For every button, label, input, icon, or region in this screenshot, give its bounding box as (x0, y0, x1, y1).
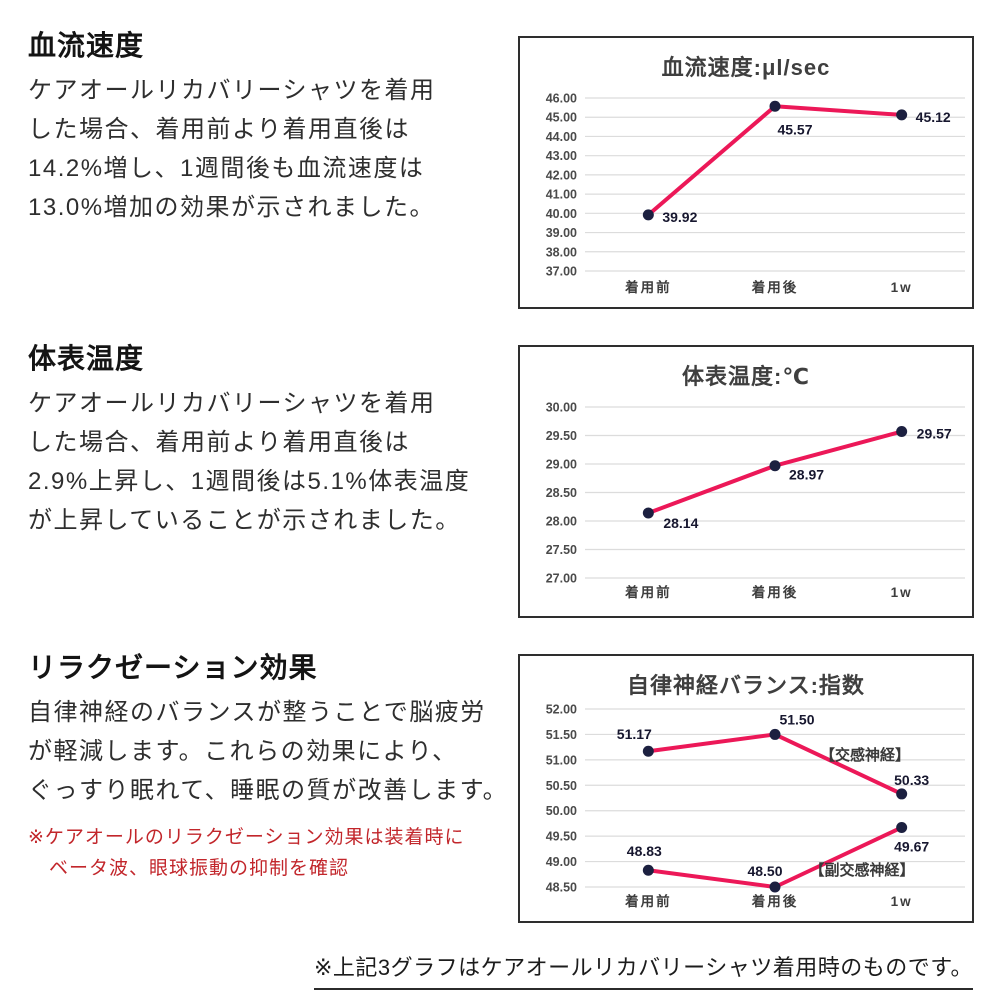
section-footnote-red: ※ケアオールのリラクゼーション効果は装着時に ベータ波、眼球振動の抑制を確認 (28, 827, 465, 879)
x-axis-category-label: 着用後 (751, 584, 799, 600)
y-axis-tick-label: 29.00 (546, 458, 577, 472)
y-axis-tick-label: 29.50 (546, 429, 577, 443)
data-point-marker (769, 100, 781, 112)
data-point-label: 28.97 (789, 467, 824, 483)
data-point-label: 48.50 (747, 863, 782, 879)
y-axis-tick-label: 48.50 (546, 881, 577, 895)
data-point-label: 39.92 (662, 209, 697, 225)
data-point-label: 45.12 (916, 109, 951, 125)
series-annotation: 【副交感神経】 (809, 861, 914, 879)
chart-blood-flow-velocity: 46.00 45.00 44.00 43.00 42.00 41.00 40.00 39.00… (518, 36, 974, 309)
data-point-marker (642, 507, 654, 519)
data-point-label: 45.57 (777, 121, 812, 137)
section-blood-flow: 血流速度 ケアオールリカバリーシャツを着用 した場合、着用前より着用直後は 14… (28, 26, 528, 227)
y-axis-tick-label: 38.00 (546, 245, 577, 259)
section-heading: 血流速度 (28, 30, 145, 61)
y-axis-tick-label: 52.00 (546, 703, 577, 717)
y-axis-tick-label: 39.00 (546, 226, 577, 240)
series-annotation: 【交感神経】 (820, 746, 910, 764)
section-body-temperature: 体表温度 ケアオールリカバリーシャツを着用 した場合、着用前より着用直後は 2.… (28, 339, 528, 540)
y-axis-tick-label: 28.00 (546, 515, 577, 529)
y-axis-tick-label: 30.00 (546, 401, 577, 415)
data-point-marker (896, 426, 908, 438)
section-body: ケアオールリカバリーシャツを着用 した場合、着用前より着用直後は 2.9%上昇し… (28, 390, 471, 534)
chart-plot: 46.00 45.00 44.00 43.00 42.00 41.00 40.00 39.00… (546, 92, 965, 295)
data-point-marker (642, 745, 654, 757)
y-axis-tick-label: 44.00 (546, 130, 577, 144)
footnote: ※上記3グラフはケアオールリカバリーシャツ着用時のものです。 (314, 950, 974, 990)
y-axis-tick-label: 37.00 (546, 265, 577, 279)
data-point-marker (642, 209, 654, 221)
section-body: ケアオールリカバリーシャツを着用 した場合、着用前より着用直後は 14.2%増し… (28, 77, 436, 221)
chart-body-temperature: 30.00 29.50 29.00 28.50 28.00 27.50 27.00 着用前 着用… (518, 345, 974, 618)
y-axis-tick-label: 45.00 (546, 111, 577, 125)
y-axis-tick-label: 41.00 (546, 188, 577, 202)
data-point-marker (769, 460, 781, 472)
series-line-血流速度 (646, 104, 904, 217)
x-axis-category-label: 着用後 (751, 893, 799, 909)
data-point-marker (896, 109, 908, 121)
y-axis-tick-label: 50.50 (546, 779, 577, 793)
chart-autonomic-balance: 52.00 51.50 51.00 50.50 50.00 49.50 49.00 48.50… (518, 654, 974, 923)
chart-title: 血流速度:μl/sec (661, 55, 831, 80)
y-axis-tick-label: 51.50 (546, 728, 577, 742)
y-axis-tick-label: 27.50 (546, 543, 577, 557)
data-point-label: 28.14 (663, 515, 698, 531)
section-heading: リラクゼーション効果 (28, 652, 318, 683)
data-point-marker (769, 728, 781, 740)
y-axis-tick-label: 51.00 (546, 753, 577, 767)
chart-plot: 30.00 29.50 29.00 28.50 28.00 27.50 27.00 着用前 着用… (546, 401, 965, 600)
section-body: 自律神経のバランスが整うことで脳疲労 が軽減します。これらの効果により、 ぐっす… (28, 699, 509, 804)
data-point-marker (896, 821, 908, 833)
y-axis-tick-label: 49.50 (546, 830, 577, 844)
data-point-label: 51.50 (779, 711, 814, 727)
data-point-label: 29.57 (917, 426, 952, 442)
y-axis-tick-label: 43.00 (546, 149, 577, 163)
x-axis-category-label: 1w (891, 585, 913, 600)
chart-title: 体表温度:℃ (682, 364, 810, 389)
x-axis-category-label: 着用前 (624, 893, 672, 909)
series-line-体表温度 (646, 429, 904, 516)
data-point-marker (769, 881, 781, 893)
y-axis-tick-label: 42.00 (546, 168, 577, 182)
data-point-label: 49.67 (894, 838, 929, 854)
x-axis-category-label: 着用前 (624, 279, 672, 295)
x-axis-category-label: 1w (891, 280, 913, 295)
data-point-marker (642, 864, 654, 876)
x-axis-category-label: 1w (891, 894, 913, 909)
y-axis-tick-label: 49.00 (546, 855, 577, 869)
data-point-label: 48.83 (627, 843, 662, 859)
y-axis-tick-label: 40.00 (546, 207, 577, 221)
x-axis-category-label: 着用前 (624, 584, 672, 600)
chart-plot: 52.00 51.50 51.00 50.50 50.00 49.50 49.00 48.50… (546, 703, 965, 909)
y-axis-tick-label: 27.00 (546, 572, 577, 586)
y-axis-tick-label: 28.50 (546, 486, 577, 500)
chart-title: 自律神経バランス:指数 (627, 673, 865, 698)
y-axis-tick-label: 46.00 (546, 92, 577, 106)
y-axis-tick-label: 50.00 (546, 804, 577, 818)
data-point-marker (896, 788, 908, 800)
section-heading: 体表温度 (28, 343, 145, 374)
data-point-label: 50.33 (894, 772, 929, 788)
data-point-label: 51.17 (617, 726, 652, 742)
x-axis-category-label: 着用後 (751, 279, 799, 295)
section-relaxation: リラクゼーション効果 自律神経のバランスが整うことで脳疲労 が軽減します。これら… (28, 648, 528, 884)
